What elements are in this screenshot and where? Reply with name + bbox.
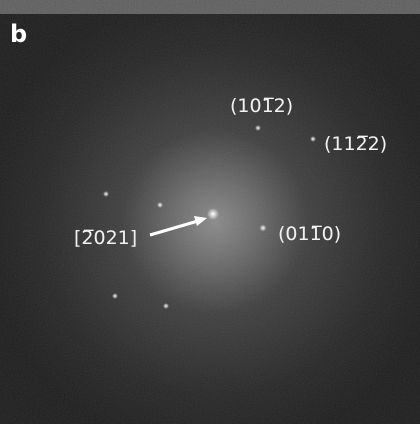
page: {"panel_label": "b", "labels": ["(101\u0… bbox=[0, 0, 420, 424]
spot-label: (011̅0) bbox=[278, 223, 341, 245]
top-strip-texture bbox=[0, 0, 420, 14]
panel-label: b bbox=[10, 20, 27, 48]
spot-label: (112̅2) bbox=[324, 133, 387, 155]
zone-axis-label: [2̅021] bbox=[74, 227, 137, 249]
spot-label: (101̅2) bbox=[230, 95, 293, 117]
figure-panel: b (101̅2) (112̅2) [2̅021] (011̅0) bbox=[0, 0, 420, 424]
